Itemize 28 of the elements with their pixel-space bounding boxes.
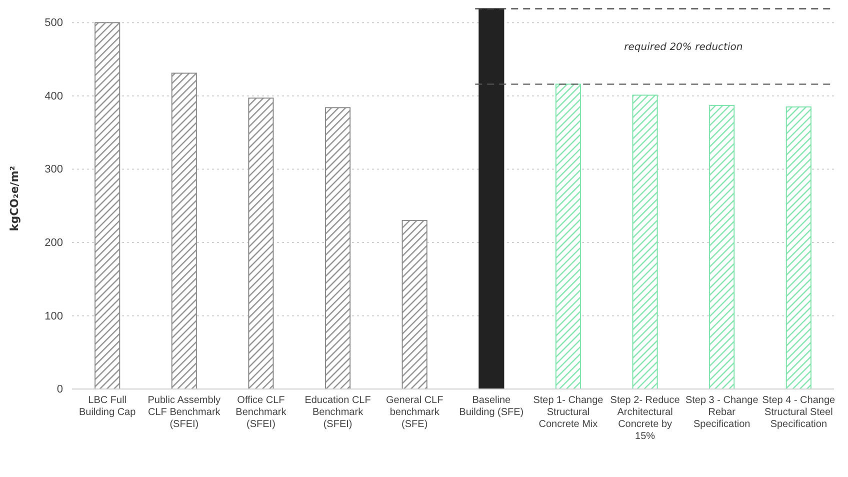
x-tick-label: General CLF benchmark (SFE) [386,395,444,430]
x-tick-label: Step 2- Reduce Architectural Concrete by 15% [610,395,680,442]
x-tick-label: Baseline Building (SFE) [459,395,524,418]
x-tick-label: Step 1- Change Structural Concrete Mix [533,395,604,430]
annotation: required 20% reduction [624,42,743,53]
x-tick-label: Step 4 - Change Structural Steel Specification [762,395,836,430]
bar [632,94,658,390]
y-tick-label: 300 [44,164,63,176]
y-axis-title: kgCO₂e/m² [8,166,21,232]
y-tick-label: 100 [44,310,63,322]
y-tick-label: 200 [44,236,63,249]
bar [555,84,582,390]
bar [478,8,504,390]
bar [786,106,812,390]
y-tick-label: 0 [56,384,63,396]
x-tick-label: LBC Full Building Cap [78,395,136,418]
x-tick-label: Education CLF Benchmark (SFEI) [304,395,371,430]
y-tick-label: 400 [44,90,63,102]
x-tick-label: Public Assembly CLF Benchmark (SFEI) [148,395,222,430]
bar [171,72,197,390]
x-tick-label: Office CLF Benchmark (SFEI) [236,395,288,430]
x-tick-label: Step 3 - Change Rebar Specification [685,395,759,430]
bar [709,104,735,390]
y-tick-label: 500 [44,17,63,30]
bar [94,22,120,390]
bar [324,107,351,390]
bar [248,98,274,390]
bar [402,220,428,390]
